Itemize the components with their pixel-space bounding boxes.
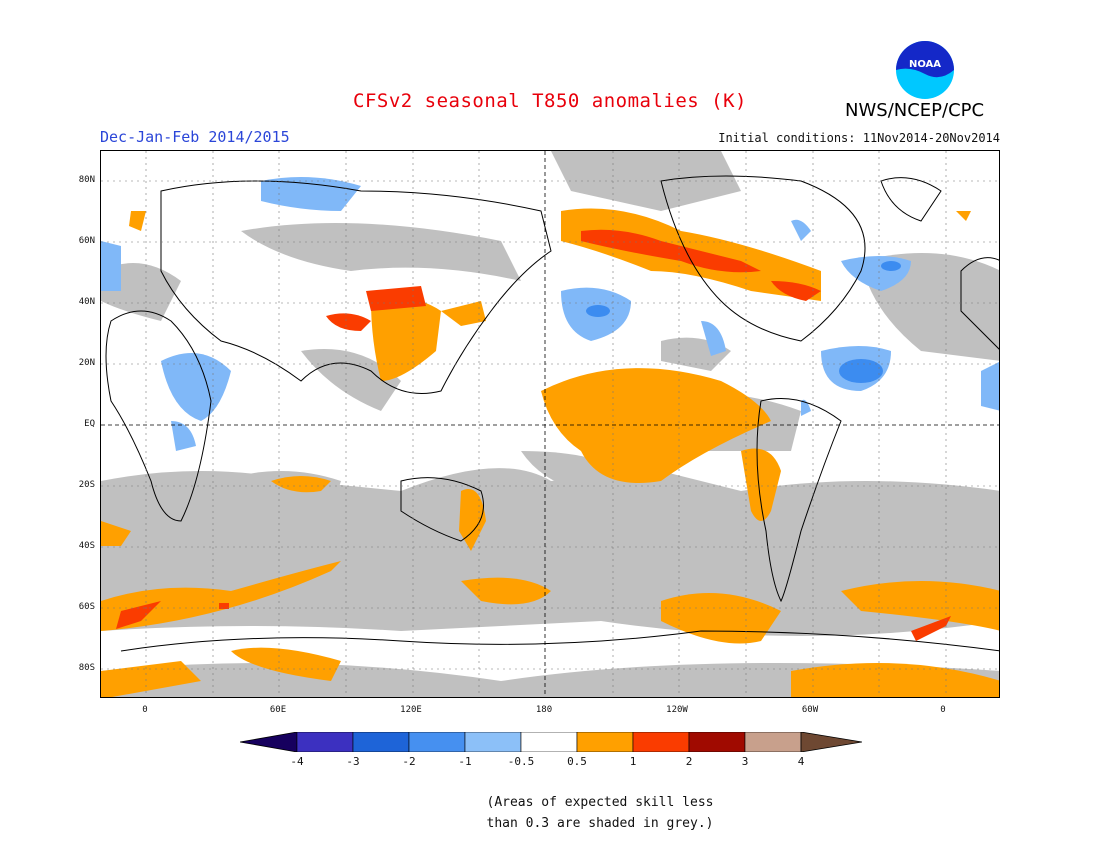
lon-tick-180: 180: [535, 705, 553, 715]
legend-swatch-4: [464, 732, 522, 752]
initial-conditions-label: Initial conditions: 11Nov2014-20Nov2014: [718, 131, 1000, 145]
equator-dateline: [101, 151, 999, 697]
legend-swatch-9: [744, 732, 802, 752]
season-label: Dec-Jan-Feb 2014/2015: [100, 128, 290, 146]
legend-label-1: 1: [629, 755, 637, 768]
lon-tick-60e: 60E: [269, 705, 287, 715]
coastlines: [105, 175, 999, 652]
legend-swatch-1: [296, 732, 354, 752]
legend-label-3: 3: [741, 755, 749, 768]
color-legend: [240, 732, 862, 752]
legend-label-neg05: -0.5: [507, 755, 535, 768]
cold-core-areas: [586, 261, 901, 383]
legend-swatch-7: [632, 732, 690, 752]
lat-tick-40s: 40S: [78, 541, 95, 551]
legend-swatch-8: [688, 732, 746, 752]
legend-label-neg3: -3: [346, 755, 360, 768]
lat-tick-40n: 40N: [78, 297, 95, 307]
legend-arrow-cold: [240, 732, 298, 752]
lat-tick-60n: 60N: [78, 236, 95, 246]
lon-tick-120e: 120E: [400, 705, 422, 715]
strong-warm-areas: [116, 229, 951, 641]
legend-label-neg2: -2: [402, 755, 416, 768]
legend-label-2: 2: [685, 755, 693, 768]
lon-tick-120w: 120W: [666, 705, 688, 715]
footnote-line-1: (Areas of expected skill less: [486, 795, 714, 810]
map-svg: [101, 151, 999, 697]
lon-tick-60w: 60W: [801, 705, 819, 715]
footnote: (Areas of expected skill less than 0.3 a…: [0, 792, 1100, 834]
legend-label-4: 4: [797, 755, 805, 768]
lat-tick-80n: 80N: [78, 175, 95, 185]
noaa-logo-text: NOAA: [909, 59, 941, 70]
legend-swatch-6: [576, 732, 634, 752]
legend-swatch-2: [352, 732, 410, 752]
lat-tick-60s: 60S: [78, 602, 95, 612]
low-skill-areas: [101, 151, 999, 697]
lat-tick-20s: 20S: [78, 480, 95, 490]
legend-arrow-warm: [800, 732, 862, 752]
warm-anomaly-areas: [101, 208, 999, 697]
lat-tick-80s: 80S: [78, 663, 95, 673]
noaa-logo-icon: NOAA: [896, 41, 954, 99]
legend-label-05: 0.5: [567, 755, 587, 768]
legend-swatch-3: [408, 732, 466, 752]
lon-tick-0: 0: [142, 705, 148, 715]
legend-label-neg4: -4: [290, 755, 304, 768]
lat-tick-eq: EQ: [84, 419, 95, 429]
legend-label-neg1: -1: [458, 755, 472, 768]
lat-tick-20n: 20N: [78, 358, 95, 368]
footnote-line-2: than 0.3 are shaded in grey.): [486, 816, 714, 831]
legend-swatch-5: [520, 732, 578, 752]
lon-tick-0-east: 0: [940, 705, 946, 715]
grid-lines: [101, 151, 999, 697]
map-title: CFSv2 seasonal T850 anomalies (K): [353, 90, 747, 112]
agency-label: NWS/NCEP/CPC: [845, 100, 985, 121]
anomaly-map: [100, 150, 1000, 698]
